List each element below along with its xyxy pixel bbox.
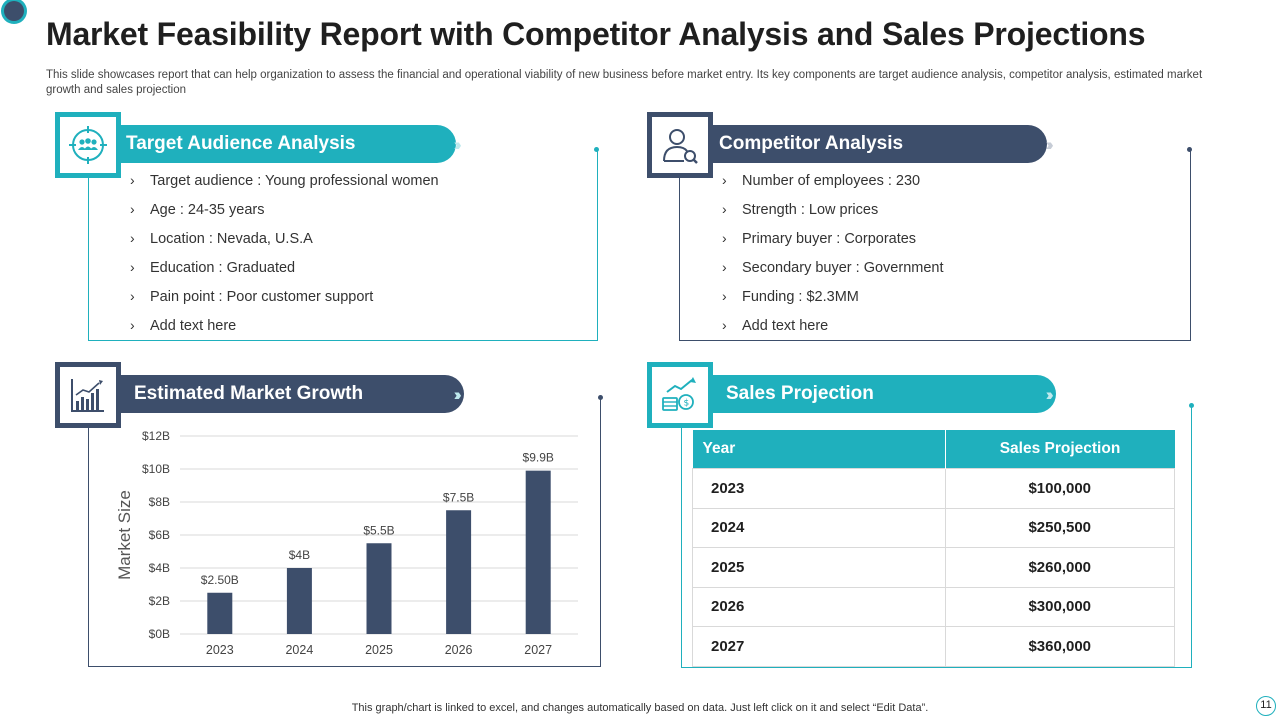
x-tick-label: 2023 [206,643,234,657]
sales-cell: $100,000 [944,468,1175,509]
target-audience-title: Target Audience Analysis [118,125,456,163]
target-people-icon [69,126,107,164]
data-label: $5.5B [363,523,394,537]
data-label: $9.9B [523,451,554,465]
y-tick-label: $8B [149,495,170,509]
list-item: › Add text here [722,317,829,334]
list-item: › Primary buyer : Corporates [722,230,917,247]
bar [366,543,392,634]
list-item: › Location : Nevada, U.S.A [130,230,313,247]
page-title: Market Feasibility Report with Competito… [46,16,1146,52]
bar [446,510,472,634]
market-growth-title: Estimated Market Growth [118,375,464,413]
competitor-dot [1187,147,1192,152]
footer-note: This graph/chart is linked to excel, and… [351,702,929,714]
market-growth-icon-box [55,362,121,428]
target-audience-list: › Target audience : Young professional wo… [130,166,439,340]
x-tick-label: 2025 [365,643,393,657]
sales-cell: $360,000 [944,626,1175,667]
bar [525,470,551,634]
y-tick-label: $2B [149,594,170,608]
y-tick-label: $4B [149,561,170,575]
sales-cell: $260,000 [944,547,1175,588]
sales-frame [681,407,1192,668]
page-subtitle: This slide showcases report that can hel… [46,69,1203,96]
competitor-frame [679,150,1191,341]
table-header-row: Year Sales Projection [692,430,1175,469]
sales-cell: $300,000 [944,586,1175,627]
table-row: 2023 $100,000 [692,468,1175,509]
sales-dot [1189,403,1194,408]
sales-table: Year Sales Projection 2023 $100,000 2024… [692,430,1175,667]
growth-chart-icon [71,379,104,412]
market-growth-chart: $0B $2B $4B $6B $8B $10B $12B Market Size $2.50B… [115,429,578,657]
list-item: › Number of employees : 230 [722,172,921,189]
year-cell: 2027 [692,626,946,667]
corner-logo-icon [1,0,27,24]
target-audience-icon-box [55,112,121,178]
list-item: › Pain point : Poor customer support [130,288,374,305]
person-search-icon [663,129,698,164]
market-growth-dot [598,395,603,400]
x-tick-label: 2024 [285,643,313,657]
competitor-icon-box [647,112,713,178]
list-item: › Age : 24-35 years [130,201,265,218]
market-growth-frame [88,399,601,667]
list-item: › Add text here [130,317,237,334]
list-item: › Target audience : Young professional wo… [130,172,439,189]
year-cell: 2023 [692,468,946,509]
table-row: 2026 $300,000 [692,586,1175,627]
list-item: › Funding : $2.3MM [722,288,859,305]
list-item: › Strength : Low prices [722,201,879,218]
table-row: 2024 $250,500 [692,507,1175,548]
svg-text:$: $ [684,399,690,409]
column-header-year: Year [692,430,946,469]
x-tick-label: 2026 [445,643,473,657]
y-axis-label: Market Size [115,490,134,580]
data-label: $7.5B [443,490,474,504]
bar [207,592,233,634]
year-cell: 2026 [692,586,946,627]
y-tick-label: $0B [149,627,170,641]
column-header-sales: Sales Projection [945,430,1175,469]
bar [286,568,312,634]
target-audience-dot [594,147,599,152]
list-item: › Secondary buyer : Government [722,259,944,276]
competitor-list: › Number of employees : 230 › Strength : L… [722,166,944,340]
table-row: 2027 $360,000 [692,626,1175,667]
y-tick-label: $12B [142,429,170,443]
list-item: › Education : Graduated [130,259,296,276]
data-label: $4B [289,548,310,562]
sales-cell: $250,500 [944,507,1175,548]
sales-icon-box: $ [647,362,713,428]
year-cell: 2024 [692,507,946,548]
money-growth-icon: $ [662,377,696,411]
table-row: 2025 $260,000 [692,547,1175,588]
competitor-title: Competitor Analysis [711,125,1047,163]
sales-title: Sales Projection [711,375,1056,413]
y-tick-label: $10B [142,462,170,476]
x-tick-label: 2027 [524,643,552,657]
data-label: $2.50B [201,573,239,587]
page-number: 11 [1256,696,1276,716]
year-cell: 2025 [692,547,946,588]
target-audience-frame [88,150,598,341]
y-tick-label: $6B [149,528,170,542]
